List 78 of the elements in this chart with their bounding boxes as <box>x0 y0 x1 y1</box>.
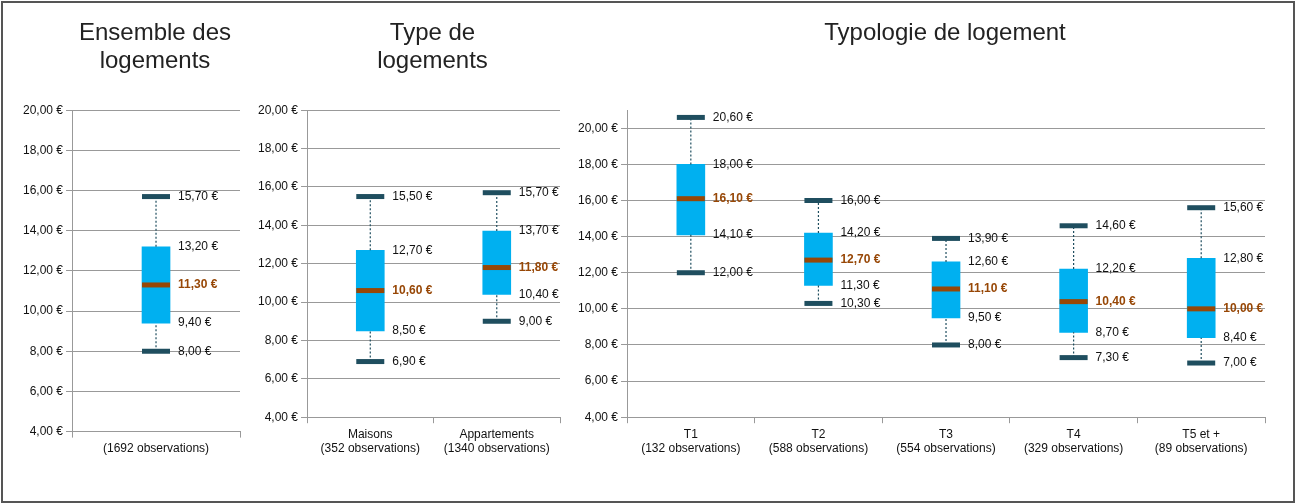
y-tick-label: 18,00 € <box>257 140 299 155</box>
text: 9,00 € <box>518 313 553 328</box>
text: 9,40 € <box>178 315 212 330</box>
x-tick-label: Maisons (352 observations) <box>320 426 420 456</box>
text: 8,70 € <box>1095 324 1129 339</box>
text: 16,00 € <box>840 192 881 207</box>
chart-title: Type de logements <box>376 18 489 74</box>
y-tick-label: 8,00 € <box>29 343 64 358</box>
y-tick-label: 18,00 € <box>22 142 64 157</box>
text: 12,80 € <box>1223 250 1264 265</box>
y-tick-label: 4,00 € <box>29 423 64 438</box>
text: 11,30 € <box>840 277 880 292</box>
y-tick-label: 14,00 € <box>577 228 619 243</box>
text: 11,10 € <box>968 281 1008 296</box>
y-tick-label: 12,00 € <box>22 263 64 278</box>
text: 11,80 € <box>518 259 559 274</box>
y-tick-label: 10,00 € <box>577 301 619 316</box>
text: 13,90 € <box>968 230 1009 245</box>
text: 7,00 € <box>1223 355 1257 370</box>
text: 10,00 € <box>1223 301 1264 316</box>
text: 15,50 € <box>392 188 433 203</box>
text: 8,40 € <box>1223 330 1257 345</box>
y-tick-label: 18,00 € <box>577 156 619 171</box>
x-tick-label: (1692 observations) <box>102 441 210 456</box>
y-tick-label: 8,00 € <box>584 337 619 352</box>
text: 13,70 € <box>518 223 559 238</box>
y-tick-label: 8,00 € <box>264 332 299 347</box>
text: 12,60 € <box>968 254 1009 269</box>
x-tick-label: T4 (329 observations) <box>1023 426 1124 456</box>
text: 15,60 € <box>1223 200 1264 215</box>
text: 14,20 € <box>840 225 881 240</box>
text: 8,50 € <box>392 323 426 338</box>
y-tick-label: 4,00 € <box>264 409 299 424</box>
text: 8,00 € <box>968 337 1002 352</box>
y-tick-label: 16,00 € <box>577 192 619 207</box>
y-tick-label: 10,00 € <box>257 294 299 309</box>
text: 15,70 € <box>178 188 219 203</box>
y-tick-label: 12,00 € <box>257 256 299 271</box>
text: 16,10 € <box>712 191 753 205</box>
text: 20,60 € <box>712 109 753 124</box>
chart-title: Typologie de logement <box>823 18 1067 46</box>
text: 10,30 € <box>840 295 881 310</box>
x-tick-label: T3 (554 observations) <box>896 426 996 456</box>
text: 7,30 € <box>1095 349 1129 364</box>
text: 18,00 € <box>712 156 753 171</box>
y-tick-label: 4,00 € <box>584 409 619 424</box>
x-tick-label: T2 (588 observations) <box>768 426 869 456</box>
y-tick-label: 6,00 € <box>29 383 64 398</box>
text: 12,70 € <box>392 242 433 257</box>
text: 11,30 € <box>178 277 218 292</box>
x-tick-label: T1 (132 observations) <box>641 426 741 456</box>
y-tick-label: 16,00 € <box>22 182 64 197</box>
x-tick-label: T5 et + (89 observations) <box>1154 426 1248 456</box>
text: 10,60 € <box>392 282 433 297</box>
y-tick-label: 10,00 € <box>22 303 64 318</box>
text: 13,20 € <box>178 239 219 254</box>
y-tick-label: 12,00 € <box>577 265 619 280</box>
text: 9,50 € <box>968 310 1002 325</box>
y-tick-label: 14,00 € <box>257 217 299 232</box>
y-tick-label: 20,00 € <box>257 102 299 117</box>
text: 10,40 € <box>518 286 559 301</box>
y-tick-label: 6,00 € <box>584 373 619 388</box>
text: 12,00 € <box>712 265 753 280</box>
chart-title: Ensemble des logements <box>77 18 233 74</box>
y-tick-label: 16,00 € <box>257 179 299 194</box>
text: 15,70 € <box>518 185 559 200</box>
x-tick-label: Appartements (1340 observations) <box>443 426 550 456</box>
y-tick-label: 14,00 € <box>22 223 64 238</box>
text: 12,20 € <box>1095 261 1136 276</box>
y-tick-label: 20,00 € <box>22 102 64 117</box>
text: 6,90 € <box>392 353 426 368</box>
text: 14,60 € <box>1095 218 1136 233</box>
text: 10,40 € <box>1095 293 1136 308</box>
text: 14,10 € <box>712 227 753 242</box>
y-tick-label: 20,00 € <box>577 120 619 135</box>
text: 12,70 € <box>840 252 881 267</box>
text: 8,00 € <box>178 343 212 358</box>
y-tick-label: 6,00 € <box>264 371 299 386</box>
